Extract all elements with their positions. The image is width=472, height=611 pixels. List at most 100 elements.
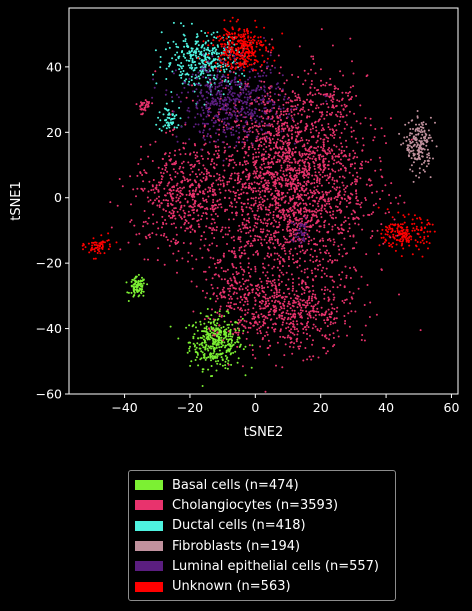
data-point: [198, 99, 201, 102]
data-point: [234, 341, 237, 344]
data-point: [313, 210, 316, 213]
data-point: [277, 204, 280, 207]
data-point: [243, 143, 246, 146]
data-point: [234, 179, 237, 182]
data-point: [185, 96, 188, 99]
data-point: [275, 110, 278, 113]
data-point: [418, 171, 421, 174]
data-point: [283, 216, 286, 219]
data-point: [184, 153, 187, 155]
data-point: [205, 178, 208, 181]
series-basal-cells: [125, 273, 254, 387]
data-point: [331, 260, 334, 262]
data-point: [397, 202, 400, 205]
data-point: [234, 72, 237, 75]
data-point: [244, 327, 247, 329]
data-point: [231, 114, 233, 117]
data-point: [218, 203, 220, 206]
data-point: [388, 211, 390, 214]
data-point: [205, 170, 208, 173]
data-point: [266, 67, 268, 70]
data-point: [303, 271, 306, 274]
data-point: [322, 346, 325, 349]
data-point: [332, 162, 335, 165]
data-point: [278, 223, 281, 226]
data-point: [308, 169, 311, 172]
data-point: [228, 100, 231, 103]
data-point: [207, 39, 210, 42]
data-point: [260, 158, 263, 161]
data-point: [265, 117, 268, 120]
data-point: [297, 112, 300, 115]
data-point: [315, 147, 317, 150]
data-point: [182, 166, 185, 169]
data-point: [345, 205, 348, 208]
data-point: [329, 323, 332, 326]
data-point: [275, 293, 278, 296]
data-point: [324, 191, 327, 193]
data-point: [196, 193, 199, 196]
data-point: [314, 275, 317, 278]
data-point: [406, 136, 408, 138]
data-point: [275, 206, 278, 209]
data-point: [210, 119, 213, 122]
data-point: [196, 155, 199, 158]
data-point: [345, 104, 348, 107]
data-point: [233, 172, 236, 175]
data-point: [159, 66, 162, 69]
data-point: [198, 162, 201, 165]
data-point: [211, 49, 214, 52]
data-point: [240, 251, 243, 254]
data-point: [206, 190, 209, 193]
data-point: [212, 78, 215, 81]
data-point: [262, 158, 265, 160]
data-point: [207, 92, 210, 95]
data-point: [204, 32, 207, 34]
data-point: [421, 155, 424, 158]
data-point: [299, 109, 302, 112]
data-point: [280, 124, 283, 127]
data-point: [334, 195, 337, 198]
data-point: [154, 187, 157, 190]
data-point: [323, 226, 326, 229]
data-point: [235, 117, 238, 120]
data-point: [312, 160, 315, 163]
data-point: [162, 208, 165, 211]
data-point: [119, 248, 122, 251]
data-point: [214, 98, 217, 101]
data-point: [288, 258, 290, 261]
data-point: [331, 134, 334, 137]
data-point: [412, 180, 415, 183]
data-point: [355, 195, 358, 198]
data-point: [201, 385, 204, 387]
data-point: [202, 330, 204, 333]
data-point: [162, 125, 165, 128]
data-point: [294, 313, 297, 316]
data-point: [308, 290, 311, 293]
data-point: [265, 135, 268, 138]
data-point: [400, 143, 403, 146]
data-point: [213, 74, 216, 77]
data-point: [332, 298, 335, 301]
data-point: [322, 164, 325, 167]
data-point: [252, 187, 255, 190]
data-point: [138, 289, 140, 292]
data-point: [304, 202, 307, 205]
data-point: [261, 120, 264, 123]
data-point: [239, 345, 242, 347]
data-point: [417, 156, 420, 158]
data-point: [188, 324, 191, 327]
data-point: [180, 76, 183, 79]
data-point: [163, 232, 166, 235]
data-point: [334, 155, 337, 158]
data-point: [212, 198, 215, 201]
data-point: [165, 164, 168, 166]
data-point: [338, 191, 341, 194]
data-point: [238, 74, 240, 77]
data-point: [308, 311, 311, 314]
data-point: [229, 287, 231, 290]
data-point: [215, 150, 217, 152]
data-point: [242, 138, 245, 141]
data-point: [257, 85, 260, 88]
data-point: [209, 62, 212, 65]
